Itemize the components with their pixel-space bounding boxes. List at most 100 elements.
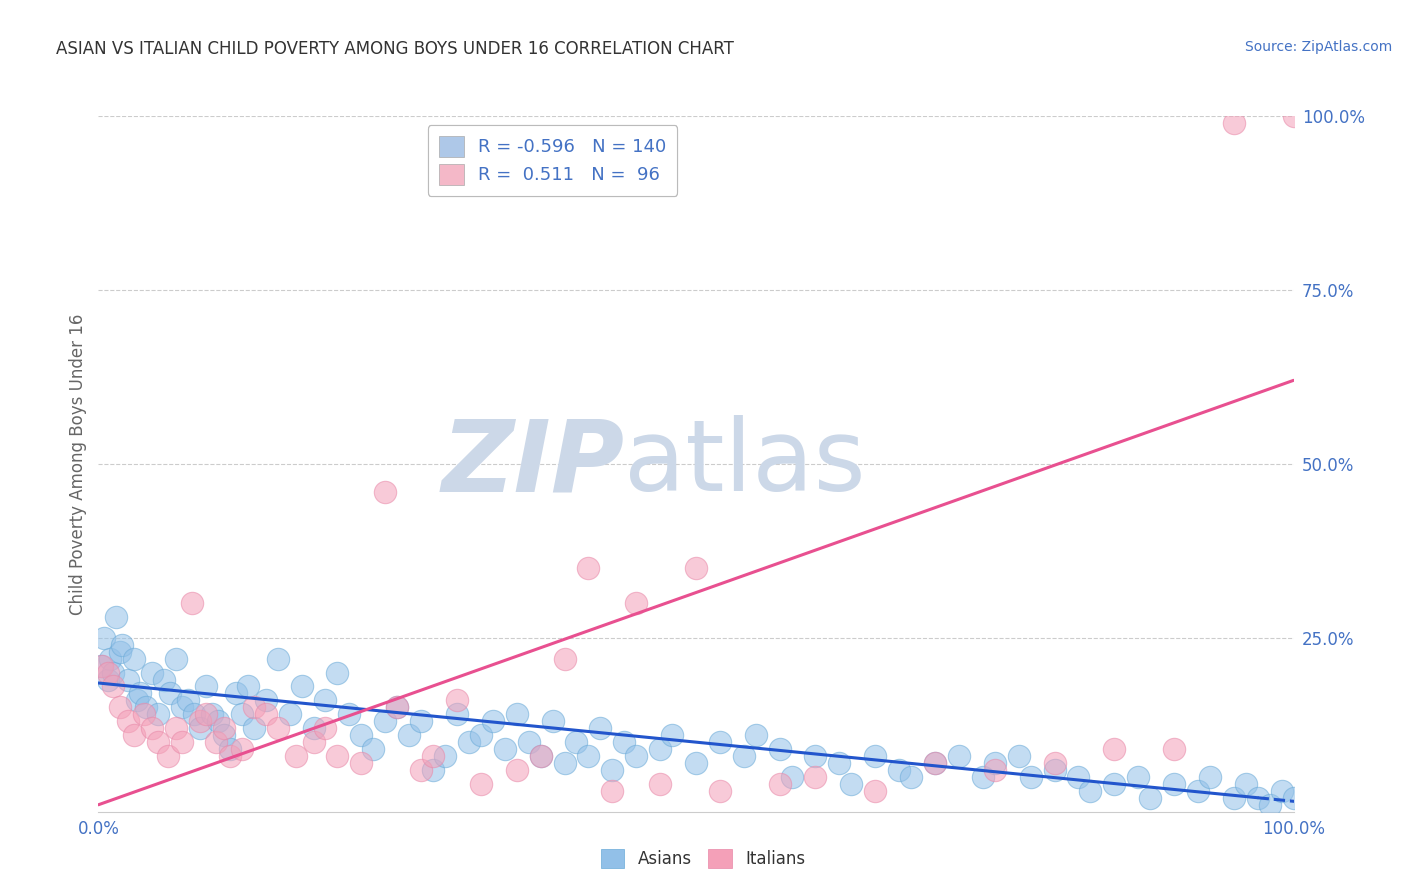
Point — [129, 686, 152, 700]
Point — [302, 721, 325, 735]
Point — [1128, 770, 1150, 784]
Point — [108, 700, 131, 714]
Point — [1222, 116, 1246, 130]
Point — [207, 714, 229, 729]
Point — [93, 631, 115, 645]
Point — [188, 721, 211, 735]
Point — [1067, 770, 1090, 784]
Point — [219, 742, 242, 756]
Point — [889, 763, 911, 777]
Point — [194, 707, 217, 722]
Point — [278, 707, 301, 722]
Point — [768, 742, 790, 756]
Text: atlas: atlas — [624, 416, 866, 512]
Point — [141, 721, 163, 735]
Point — [1163, 777, 1185, 791]
Point — [828, 756, 851, 770]
Point — [90, 658, 112, 673]
Point — [1043, 763, 1066, 777]
Point — [446, 707, 468, 722]
Point — [1222, 790, 1246, 805]
Point — [1102, 777, 1125, 791]
Point — [97, 673, 120, 687]
Point — [337, 707, 360, 722]
Point — [254, 707, 277, 722]
Point — [101, 680, 124, 694]
Point — [422, 749, 444, 764]
Point — [98, 651, 122, 665]
Point — [600, 784, 623, 798]
Point — [948, 749, 970, 764]
Point — [924, 756, 946, 770]
Point — [165, 721, 187, 735]
Point — [1234, 777, 1257, 791]
Point — [177, 693, 200, 707]
Point — [231, 707, 253, 722]
Point — [745, 728, 768, 742]
Point — [132, 707, 155, 722]
Point — [374, 484, 396, 499]
Point — [385, 700, 409, 714]
Point — [685, 756, 707, 770]
Y-axis label: Child Poverty Among Boys Under 16: Child Poverty Among Boys Under 16 — [69, 313, 87, 615]
Point — [613, 735, 636, 749]
Point — [506, 707, 529, 722]
Point — [517, 735, 540, 749]
Point — [470, 777, 492, 791]
Point — [1139, 790, 1161, 805]
Point — [709, 784, 731, 798]
Point — [648, 742, 672, 756]
Point — [529, 749, 551, 764]
Point — [589, 721, 612, 735]
Point — [236, 680, 259, 694]
Point — [1198, 770, 1220, 784]
Point — [148, 735, 170, 749]
Point — [290, 680, 312, 694]
Point — [709, 735, 731, 749]
Point — [1043, 756, 1066, 770]
Point — [326, 749, 349, 764]
Legend: Asians, Italians: Asians, Italians — [595, 842, 811, 875]
Point — [804, 749, 827, 764]
Text: ZIP: ZIP — [441, 416, 624, 512]
Point — [1258, 797, 1281, 812]
Point — [600, 763, 623, 777]
Point — [363, 742, 385, 756]
Point — [183, 707, 205, 722]
Point — [481, 714, 505, 729]
Point — [350, 728, 373, 742]
Point — [972, 770, 994, 784]
Point — [422, 763, 444, 777]
Point — [1080, 784, 1102, 798]
Point — [153, 673, 176, 687]
Point — [125, 693, 148, 707]
Point — [576, 561, 599, 575]
Point — [1282, 790, 1305, 805]
Point — [1271, 784, 1294, 798]
Point — [648, 777, 672, 791]
Point — [554, 756, 576, 770]
Point — [172, 700, 194, 714]
Point — [219, 749, 242, 764]
Point — [1187, 784, 1209, 798]
Point — [733, 749, 755, 764]
Point — [661, 728, 683, 742]
Point — [1019, 770, 1042, 784]
Point — [156, 749, 179, 764]
Point — [350, 756, 373, 770]
Point — [225, 686, 247, 700]
Point — [433, 749, 456, 764]
Point — [1282, 109, 1305, 123]
Point — [411, 763, 433, 777]
Point — [117, 673, 139, 687]
Point — [97, 665, 120, 680]
Point — [267, 721, 290, 735]
Point — [1007, 749, 1029, 764]
Point — [201, 707, 224, 722]
Point — [267, 651, 290, 665]
Point — [374, 714, 396, 729]
Point — [101, 665, 124, 680]
Point — [529, 749, 551, 764]
Point — [165, 651, 187, 665]
Point — [204, 735, 226, 749]
